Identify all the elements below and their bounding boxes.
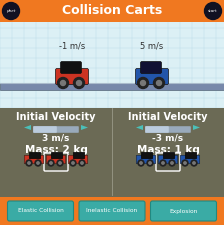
Circle shape (147, 160, 153, 166)
Text: Elastic Collision: Elastic Collision (18, 209, 63, 214)
Circle shape (140, 81, 146, 86)
Circle shape (184, 162, 186, 164)
Text: Mass: 2 kg: Mass: 2 kg (25, 145, 87, 155)
FancyBboxPatch shape (56, 68, 88, 85)
FancyBboxPatch shape (0, 108, 224, 197)
FancyBboxPatch shape (158, 155, 178, 164)
FancyBboxPatch shape (136, 155, 156, 164)
Circle shape (35, 160, 41, 166)
Circle shape (205, 2, 222, 20)
FancyBboxPatch shape (79, 201, 145, 221)
Circle shape (182, 160, 188, 166)
Circle shape (157, 81, 162, 86)
FancyBboxPatch shape (163, 152, 175, 159)
FancyBboxPatch shape (151, 201, 217, 221)
Circle shape (149, 162, 151, 164)
Polygon shape (136, 125, 143, 130)
Circle shape (171, 162, 173, 164)
Circle shape (50, 162, 52, 164)
Circle shape (153, 77, 164, 88)
Circle shape (140, 162, 142, 164)
Text: 5 m/s: 5 m/s (140, 41, 164, 50)
Text: Initial Velocity: Initial Velocity (16, 112, 96, 122)
Text: Explosion: Explosion (169, 209, 198, 214)
Polygon shape (81, 125, 88, 130)
FancyBboxPatch shape (73, 152, 85, 159)
FancyBboxPatch shape (46, 155, 66, 164)
Circle shape (162, 162, 164, 164)
Text: phet: phet (6, 9, 16, 13)
Circle shape (73, 77, 84, 88)
FancyBboxPatch shape (44, 153, 68, 171)
Text: Mass: 1 kg: Mass: 1 kg (137, 145, 199, 155)
FancyBboxPatch shape (145, 126, 191, 133)
FancyBboxPatch shape (33, 126, 79, 133)
FancyBboxPatch shape (0, 197, 224, 225)
Circle shape (193, 162, 195, 164)
Circle shape (81, 162, 83, 164)
FancyBboxPatch shape (24, 155, 44, 164)
Text: -3 m/s: -3 m/s (153, 133, 183, 142)
FancyBboxPatch shape (29, 152, 41, 159)
Text: start: start (208, 9, 218, 13)
Polygon shape (193, 125, 200, 130)
Circle shape (169, 160, 175, 166)
Circle shape (138, 77, 149, 88)
FancyBboxPatch shape (68, 155, 88, 164)
FancyBboxPatch shape (51, 152, 63, 159)
Circle shape (191, 160, 197, 166)
Circle shape (58, 77, 69, 88)
Circle shape (59, 162, 61, 164)
FancyBboxPatch shape (180, 155, 200, 164)
Text: -1 m/s: -1 m/s (59, 41, 85, 50)
FancyBboxPatch shape (0, 22, 224, 108)
FancyBboxPatch shape (156, 153, 180, 171)
Text: Collision Carts: Collision Carts (62, 4, 162, 18)
Circle shape (79, 160, 85, 166)
Circle shape (160, 160, 166, 166)
Text: 3 m/s: 3 m/s (42, 133, 70, 142)
Circle shape (77, 81, 82, 86)
Circle shape (138, 160, 144, 166)
FancyBboxPatch shape (141, 152, 153, 159)
FancyBboxPatch shape (145, 126, 169, 133)
Polygon shape (24, 125, 31, 130)
FancyBboxPatch shape (7, 201, 73, 221)
Circle shape (60, 81, 65, 86)
Circle shape (26, 160, 32, 166)
Circle shape (28, 162, 30, 164)
FancyBboxPatch shape (33, 126, 57, 133)
Text: Inelastic Collision: Inelastic Collision (86, 209, 138, 214)
Circle shape (57, 160, 63, 166)
FancyBboxPatch shape (60, 61, 82, 74)
FancyBboxPatch shape (136, 68, 168, 85)
FancyBboxPatch shape (0, 0, 224, 22)
FancyBboxPatch shape (0, 83, 224, 90)
Circle shape (70, 160, 76, 166)
Circle shape (37, 162, 39, 164)
FancyBboxPatch shape (185, 152, 197, 159)
Circle shape (72, 162, 74, 164)
Text: Initial Velocity: Initial Velocity (128, 112, 208, 122)
Circle shape (2, 2, 19, 20)
FancyBboxPatch shape (140, 61, 162, 74)
Circle shape (48, 160, 54, 166)
